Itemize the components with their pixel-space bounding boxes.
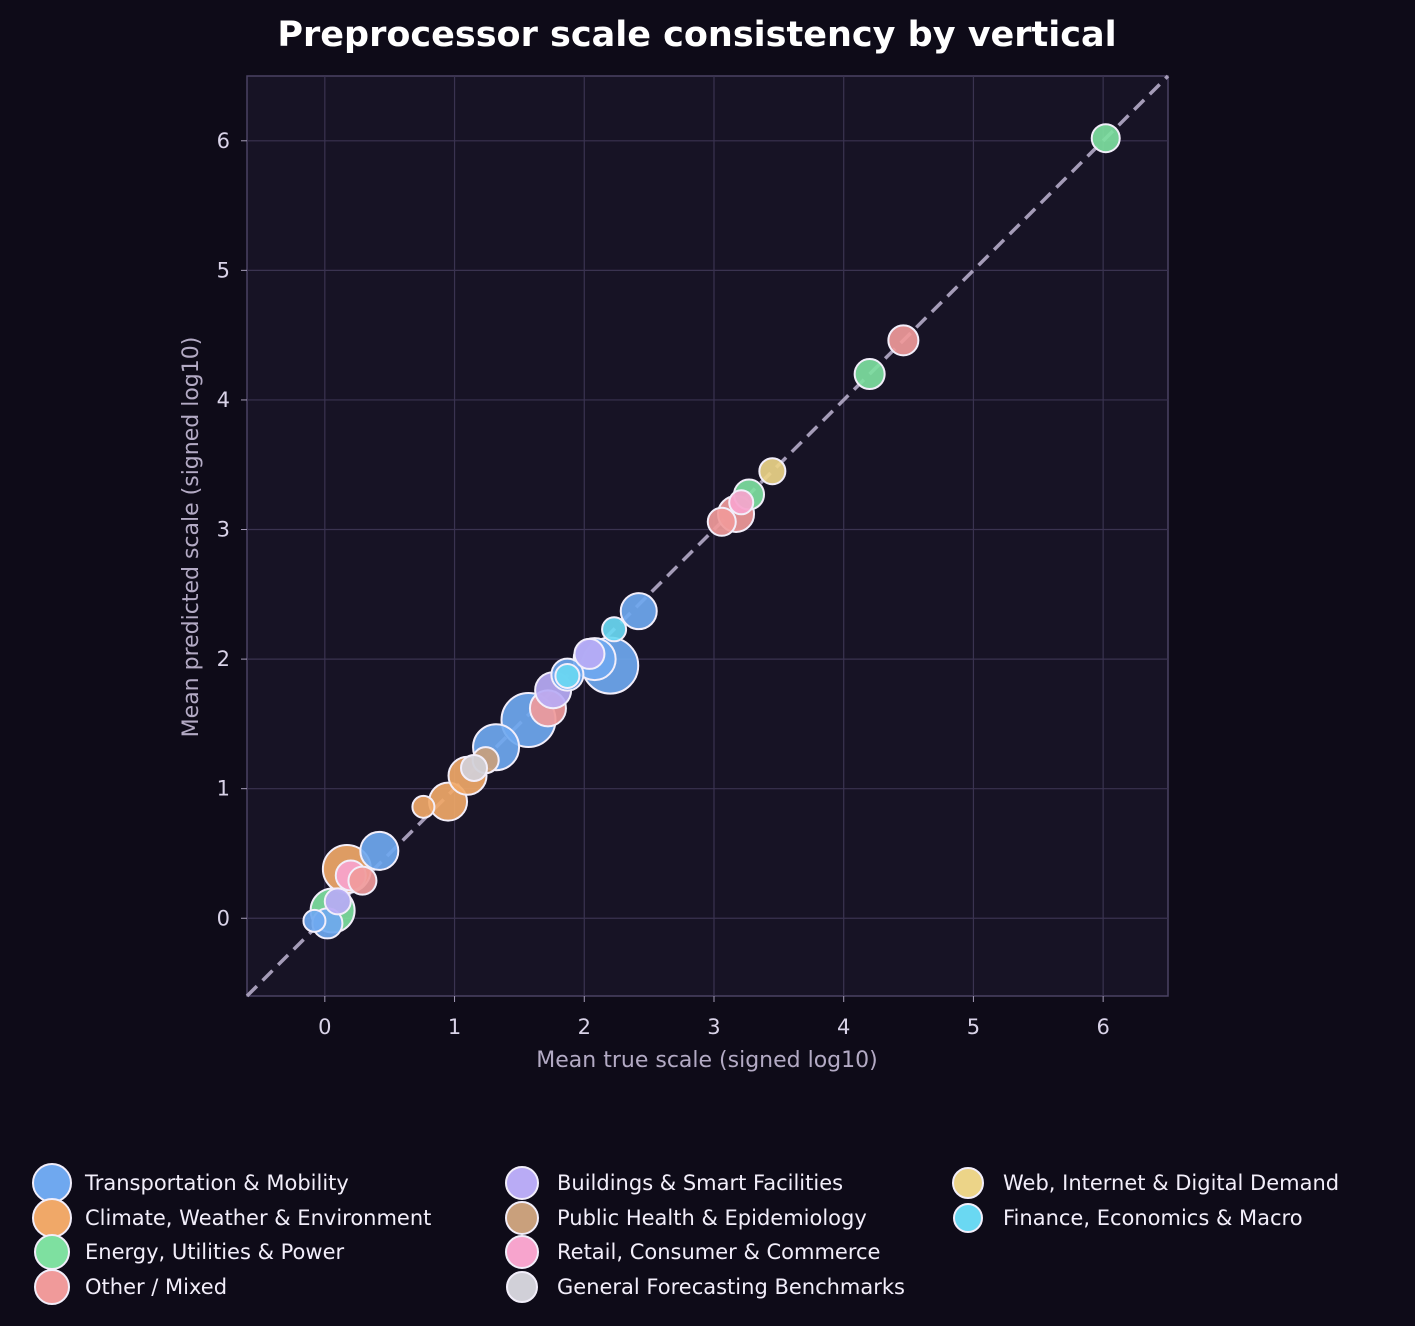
legend-label-8: Web, Internet & Digital Demand xyxy=(1003,1171,1339,1195)
x-axis-label: Mean true scale (signed log10) xyxy=(536,1048,877,1073)
point-series-6-1 xyxy=(728,489,755,516)
identity-reference-line xyxy=(245,74,1170,998)
legend-label-1: Climate, Weather & Environment xyxy=(85,1206,431,1230)
legend-marker-0 xyxy=(32,1163,72,1203)
point-series-1-1 xyxy=(411,794,436,819)
legend-label-2: Energy, Utilities & Power xyxy=(85,1240,344,1264)
point-series-0-8 xyxy=(619,592,658,631)
axis-ticks: 0 1 2 3 4 5 6 0 1 2 3 4 5 6 xyxy=(217,129,1110,1039)
y-tick-label-1: 1 xyxy=(217,777,230,801)
legend-marker-2 xyxy=(34,1234,70,1270)
legend-label-4: Buildings & Smart Facilities xyxy=(557,1171,843,1195)
point-series-7-0 xyxy=(460,753,489,782)
y-tick-label-5: 5 xyxy=(217,258,230,282)
point-series-2-2 xyxy=(853,358,886,391)
legend: Transportation & Mobility Climate, Weathe… xyxy=(32,1163,1339,1305)
legend-label-3: Other / Mixed xyxy=(85,1275,227,1299)
y-axis-label: Mean predicted scale (signed log10) xyxy=(179,337,204,738)
x-tick-label-3: 3 xyxy=(707,1015,720,1039)
y-tick-label-3: 3 xyxy=(217,518,230,542)
point-series-4-0 xyxy=(323,887,352,916)
point-series-0-0 xyxy=(302,908,327,933)
legend-marker-3 xyxy=(34,1269,70,1305)
y-tick-label-6: 6 xyxy=(217,129,230,153)
point-series-8-0 xyxy=(758,457,787,486)
x-tick-label-2: 2 xyxy=(578,1015,591,1039)
y-tick-label-4: 4 xyxy=(217,388,230,412)
legend-marker-5 xyxy=(505,1201,539,1235)
legend-marker-7 xyxy=(506,1271,538,1303)
legend-marker-1 xyxy=(32,1198,72,1238)
x-tick-label-5: 5 xyxy=(967,1015,980,1039)
legend-label-5: Public Health & Epidemiology xyxy=(557,1206,867,1230)
data-points xyxy=(302,123,1121,940)
grid-lines xyxy=(247,76,1168,996)
legend-label-7: General Forecasting Benchmarks xyxy=(557,1275,905,1299)
y-tick-label-2: 2 xyxy=(217,647,230,671)
point-series-3-2 xyxy=(706,506,737,537)
legend-marker-4 xyxy=(505,1166,539,1200)
x-tick-label-6: 6 xyxy=(1096,1015,1109,1039)
legend-marker-6 xyxy=(505,1235,539,1269)
legend-label-6: Retail, Consumer & Commerce xyxy=(557,1240,880,1264)
point-series-3-4 xyxy=(887,324,920,357)
legend-label-9: Finance, Economics & Macro xyxy=(1003,1206,1303,1230)
point-series-9-1 xyxy=(601,616,628,643)
x-tick-label-4: 4 xyxy=(837,1015,850,1039)
legend-label-0: Transportation & Mobility xyxy=(84,1171,349,1195)
x-tick-label-0: 0 xyxy=(318,1015,331,1039)
y-tick-label-0: 0 xyxy=(217,906,230,930)
point-series-9-0 xyxy=(554,662,581,689)
point-series-3-0 xyxy=(347,865,378,896)
point-series-0-2 xyxy=(359,830,400,871)
x-tick-label-1: 1 xyxy=(448,1015,461,1039)
legend-marker-8 xyxy=(952,1167,984,1199)
point-series-2-3 xyxy=(1090,123,1121,154)
chart-title: Preprocessor scale consistency by vertic… xyxy=(277,15,1116,55)
point-series-4-2 xyxy=(573,637,606,670)
legend-marker-9 xyxy=(953,1203,983,1233)
